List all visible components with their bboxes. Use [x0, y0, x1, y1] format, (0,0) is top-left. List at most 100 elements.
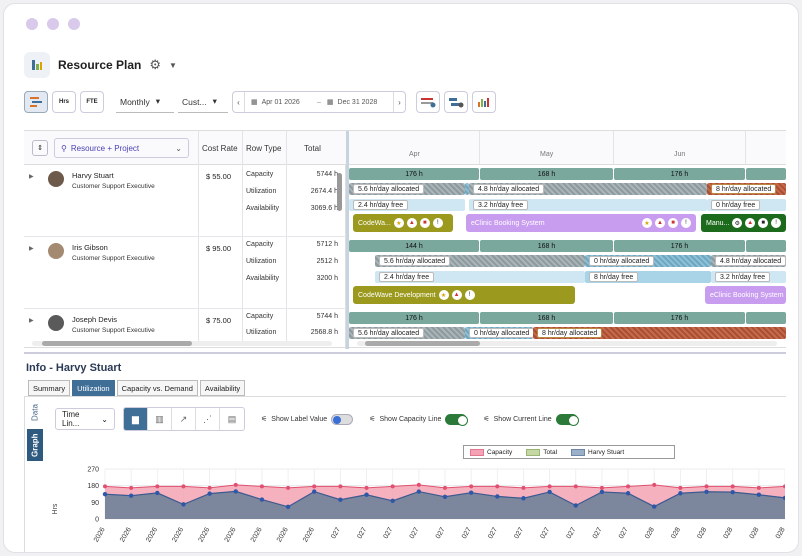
- harvy-point[interactable]: [599, 489, 605, 495]
- capacity-point[interactable]: [416, 482, 421, 487]
- capacity-point[interactable]: [756, 485, 761, 490]
- capacity-bar[interactable]: [746, 312, 786, 324]
- stop-icon[interactable]: ■: [668, 218, 678, 228]
- utilization-bar[interactable]: 0 hr/day allocated: [585, 255, 711, 267]
- utilization-bar[interactable]: 5.6 hr/day allocated: [349, 183, 465, 195]
- capacity-point[interactable]: [469, 484, 474, 489]
- expand-icon[interactable]: ▶: [29, 174, 34, 180]
- bar-chart-icon[interactable]: ▥: [148, 408, 172, 430]
- harvy-point[interactable]: [756, 492, 762, 497]
- star-icon[interactable]: ★: [642, 218, 652, 228]
- project-bar[interactable]: eClinic Booking System: [705, 286, 786, 304]
- gantt-view-button[interactable]: [24, 91, 48, 113]
- toggle-switch[interactable]: [445, 413, 469, 426]
- window-dot[interactable]: [68, 18, 80, 30]
- line-chart-icon[interactable]: ↗: [172, 408, 196, 430]
- info-icon[interactable]: !: [464, 290, 475, 300]
- capacity-point[interactable]: [207, 485, 212, 490]
- chevron-down-icon[interactable]: ▼: [169, 60, 177, 70]
- row-settings-button[interactable]: [415, 91, 440, 113]
- availability-bar[interactable]: 8 hr/day free: [585, 271, 711, 283]
- availability-bar[interactable]: 0 hr/day free: [707, 199, 786, 211]
- harvy-point[interactable]: [704, 489, 709, 494]
- col-header-row-type[interactable]: Row Type: [246, 143, 282, 153]
- capacity-point[interactable]: [730, 484, 735, 489]
- resource-row[interactable]: ▶ Joseph Devis Customer Support Executiv…: [24, 309, 346, 341]
- harvy-point[interactable]: [625, 491, 631, 496]
- range-mode-select[interactable]: Cust... ▾: [178, 91, 228, 113]
- capacity-point[interactable]: [652, 482, 657, 487]
- harvy-point[interactable]: [573, 503, 578, 508]
- warning-icon[interactable]: ▲: [745, 218, 756, 228]
- stop-icon[interactable]: ■: [758, 218, 769, 228]
- star-icon[interactable]: ★: [393, 218, 404, 228]
- gear-icon[interactable]: ⚙: [149, 57, 162, 72]
- warning-icon[interactable]: ▲: [406, 218, 417, 228]
- info-icon[interactable]: !: [681, 218, 691, 228]
- utilization-bar[interactable]: 8 hr/day allocated: [707, 183, 786, 195]
- capacity-bar[interactable]: 168 h: [480, 312, 613, 324]
- prev-range-button[interactable]: ‹: [233, 92, 245, 112]
- harvy-point[interactable]: [521, 496, 526, 501]
- utilization-bar[interactable]: [465, 183, 469, 195]
- area-chart-icon[interactable]: ▆: [124, 408, 148, 430]
- harvy-point[interactable]: [468, 490, 474, 495]
- harvy-point[interactable]: [364, 492, 369, 497]
- time-line-select[interactable]: Time Lin... ⌄: [55, 408, 115, 430]
- tab-summary[interactable]: Summary: [28, 380, 71, 396]
- warning-icon[interactable]: ▲: [655, 218, 665, 228]
- capacity-point[interactable]: [573, 484, 578, 489]
- harvy-point[interactable]: [442, 494, 448, 499]
- capacity-point[interactable]: [233, 482, 238, 487]
- scatter-chart-icon[interactable]: ⋰: [196, 408, 220, 430]
- utilization-bar[interactable]: 4.8 hr/day allocated: [711, 255, 786, 267]
- next-range-button[interactable]: ›: [392, 92, 405, 112]
- capacity-point[interactable]: [312, 484, 317, 489]
- harvy-point[interactable]: [390, 498, 395, 504]
- settings-icon[interactable]: ⚙: [732, 218, 743, 228]
- capacity-bar[interactable]: [746, 240, 786, 252]
- harvy-point[interactable]: [285, 504, 291, 509]
- capacity-point[interactable]: [521, 485, 526, 490]
- capacity-point[interactable]: [678, 485, 683, 490]
- harvy-point[interactable]: [730, 489, 735, 495]
- horizontal-scrollbar[interactable]: [32, 341, 332, 346]
- toggle-switch[interactable]: [331, 413, 354, 425]
- col-header-cost-rate[interactable]: Cost Rate: [202, 143, 238, 153]
- timeline-scrollbar[interactable]: [357, 341, 777, 346]
- capacity-point[interactable]: [338, 484, 343, 489]
- utilization-bar[interactable]: 5.6 hr/day allocated: [375, 255, 585, 267]
- harvy-point[interactable]: [181, 502, 186, 507]
- harvy-point[interactable]: [259, 497, 265, 502]
- harvy-point[interactable]: [128, 493, 134, 498]
- capacity-point[interactable]: [155, 484, 160, 489]
- panel-splitter[interactable]: [346, 131, 349, 349]
- capacity-bar[interactable]: 144 h: [349, 240, 479, 252]
- vertical-scrollbar[interactable]: [337, 165, 342, 341]
- capacity-point[interactable]: [783, 484, 785, 489]
- capacity-bar[interactable]: 176 h: [614, 312, 745, 324]
- project-bar[interactable]: Manu... ⚙ ▲ ■!: [701, 214, 786, 232]
- capacity-bar[interactable]: 176 h: [614, 168, 745, 180]
- toggle-label-value[interactable]: ⚟ Show Label Value: [261, 413, 354, 425]
- harvy-point[interactable]: [338, 497, 343, 502]
- availability-bar[interactable]: 3.2 hr/day free: [469, 199, 707, 211]
- capacity-point[interactable]: [626, 484, 631, 489]
- capacity-bar[interactable]: 176 h: [349, 312, 479, 324]
- harvy-point[interactable]: [155, 490, 160, 496]
- utilization-bar[interactable]: 5.6 hr/day allocated: [349, 327, 465, 339]
- utilization-bar[interactable]: 4.8 hr/day allocated: [469, 183, 707, 195]
- fte-view-button[interactable]: FTE: [80, 91, 104, 113]
- toggle-capacity-line[interactable]: ⚟ Show Capacity Line: [369, 413, 469, 426]
- date-to-field[interactable]: ▦ Dec 31 2028: [321, 98, 393, 107]
- side-tab-graph[interactable]: Graph: [27, 429, 43, 461]
- capacity-bar[interactable]: [746, 168, 786, 180]
- harvy-point[interactable]: [207, 491, 212, 496]
- capacity-point[interactable]: [495, 484, 500, 489]
- window-dot[interactable]: [47, 18, 59, 30]
- harvy-point[interactable]: [416, 489, 422, 494]
- star-icon[interactable]: ★: [438, 290, 449, 300]
- capacity-point[interactable]: [103, 484, 107, 489]
- capacity-bar[interactable]: 168 h: [480, 240, 613, 252]
- utilization-bar[interactable]: 8 hr/day allocated: [533, 327, 786, 339]
